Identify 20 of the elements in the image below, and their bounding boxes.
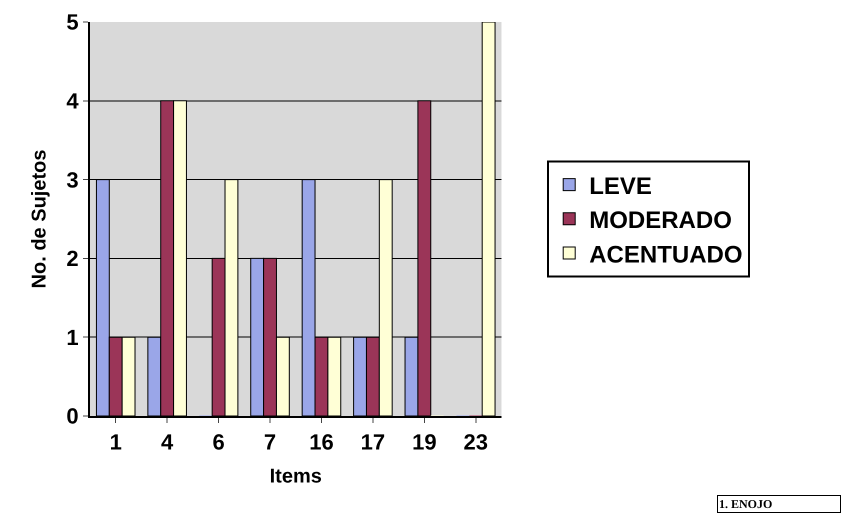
x-axis-title: Items (270, 465, 322, 488)
y-axis-title: No. de Sujetos (28, 150, 50, 288)
y-tick-label: 3 (66, 167, 79, 192)
x-tick-label: 1 (110, 429, 122, 454)
x-tick-label: 17 (360, 429, 386, 454)
y-tick-label: 2 (66, 246, 79, 272)
x-tick-label: 4 (161, 429, 174, 454)
legend-label: LEVE (589, 172, 652, 200)
x-tick-label: 19 (412, 429, 437, 454)
x-tick-label: 6 (212, 429, 225, 454)
legend-label: ACENTUADO (589, 241, 743, 268)
y-tick-label: 4 (66, 88, 80, 114)
x-tick-label: 23 (464, 429, 488, 454)
x-tick-label: 7 (264, 429, 276, 454)
y-tick-label: 0 (66, 404, 79, 429)
x-tick-label: 16 (309, 429, 334, 454)
text: 1. ENOJO (719, 497, 772, 511)
legend-label: MODERADO (589, 207, 732, 234)
y-tick-label: 1 (66, 324, 79, 350)
y-tick-label: 5 (66, 10, 79, 35)
